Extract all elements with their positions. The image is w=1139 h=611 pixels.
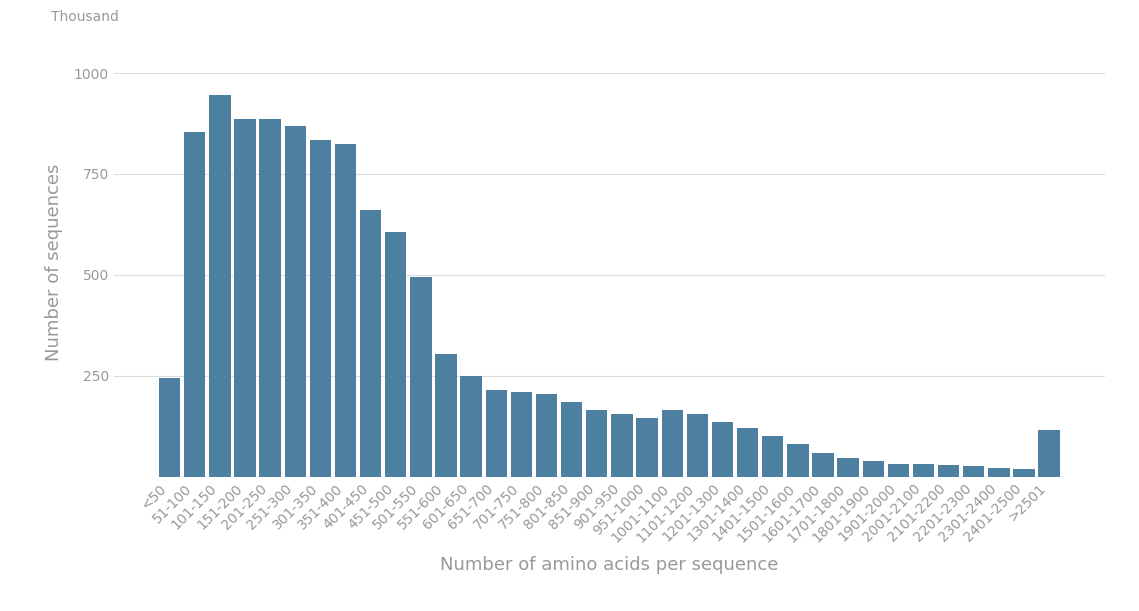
Bar bbox=[310, 140, 331, 477]
Bar bbox=[887, 464, 909, 477]
Bar bbox=[637, 418, 657, 477]
Bar bbox=[662, 410, 683, 477]
Bar bbox=[410, 277, 432, 477]
Bar bbox=[385, 232, 407, 477]
Bar bbox=[964, 466, 984, 477]
Bar bbox=[1039, 430, 1059, 477]
Bar bbox=[335, 144, 357, 477]
Bar bbox=[159, 378, 180, 477]
Bar bbox=[837, 458, 859, 477]
Bar bbox=[360, 210, 382, 477]
Bar bbox=[812, 453, 834, 477]
Text: Thousand: Thousand bbox=[51, 10, 120, 24]
Bar bbox=[435, 354, 457, 477]
Bar bbox=[912, 464, 934, 477]
Bar bbox=[787, 444, 809, 477]
Bar bbox=[562, 402, 582, 477]
Bar bbox=[687, 414, 708, 477]
Bar bbox=[612, 414, 632, 477]
Bar bbox=[737, 428, 759, 477]
Bar bbox=[1014, 469, 1034, 477]
Bar bbox=[587, 410, 607, 477]
Bar bbox=[937, 466, 959, 477]
Bar bbox=[185, 131, 205, 477]
Bar bbox=[535, 394, 557, 477]
Bar bbox=[510, 392, 532, 477]
Bar bbox=[235, 120, 255, 477]
Bar bbox=[285, 125, 306, 477]
X-axis label: Number of amino acids per sequence: Number of amino acids per sequence bbox=[440, 556, 779, 574]
Bar bbox=[862, 461, 884, 477]
Bar bbox=[762, 436, 784, 477]
Y-axis label: Number of sequences: Number of sequences bbox=[44, 164, 63, 362]
Bar bbox=[210, 95, 230, 477]
Bar bbox=[712, 422, 734, 477]
Bar bbox=[485, 390, 507, 477]
Bar bbox=[260, 120, 281, 477]
Bar bbox=[460, 376, 482, 477]
Bar bbox=[989, 467, 1009, 477]
